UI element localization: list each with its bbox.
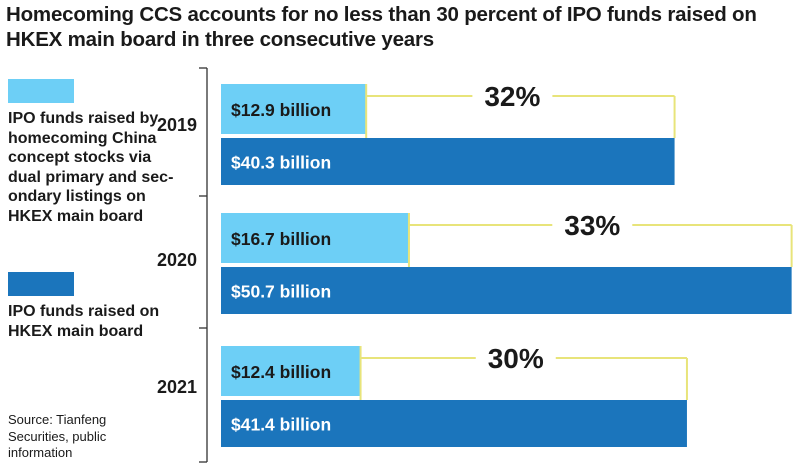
ratio-label-2021: 30% xyxy=(488,343,544,374)
category-label-2019: 2019 xyxy=(157,115,197,135)
bar-main-board-2020 xyxy=(221,267,792,314)
ratio-label-2020: 33% xyxy=(564,210,620,241)
category-label-2021: 2021 xyxy=(157,377,197,397)
bar-main-board-2021 xyxy=(221,400,687,447)
legend-item-main-board: IPO funds raised on HKEX main board xyxy=(8,272,178,341)
legend-swatch-main-board xyxy=(8,272,74,296)
bar-homecoming-2021 xyxy=(221,346,361,396)
bar-label-main-board-2020: $50.7 billion xyxy=(231,282,331,302)
category-label-2020: 2020 xyxy=(157,250,197,270)
ratio-label-bg-2020 xyxy=(552,210,633,240)
source-note: Source: Tianfeng Securities, public info… xyxy=(8,412,107,460)
ratio-label-bg-2021 xyxy=(475,343,556,373)
ratio-label-2019: 32% xyxy=(484,81,540,112)
legend-label-homecoming: IPO funds raised by homecoming China con… xyxy=(8,110,174,225)
bar-label-homecoming-2021: $12.4 billion xyxy=(231,362,331,382)
bar-homecoming-2019 xyxy=(221,84,367,134)
bar-label-main-board-2021: $41.4 billion xyxy=(231,415,331,435)
bar-homecoming-2020 xyxy=(221,213,409,263)
bar-label-main-board-2019: $40.3 billion xyxy=(231,153,331,173)
legend-swatch-homecoming xyxy=(8,79,74,103)
bar-label-homecoming-2019: $12.9 billion xyxy=(231,100,331,120)
bar-label-homecoming-2020: $16.7 billion xyxy=(231,229,331,249)
chart-title: Homecoming CCS accounts for no less than… xyxy=(6,3,757,51)
legend-label-main-board: IPO funds raised on HKEX main board xyxy=(8,303,160,340)
legend-item-homecoming: IPO funds raised by homecoming China con… xyxy=(8,79,178,226)
bar-main-board-2019 xyxy=(221,138,675,185)
ratio-label-bg-2019 xyxy=(472,81,553,111)
